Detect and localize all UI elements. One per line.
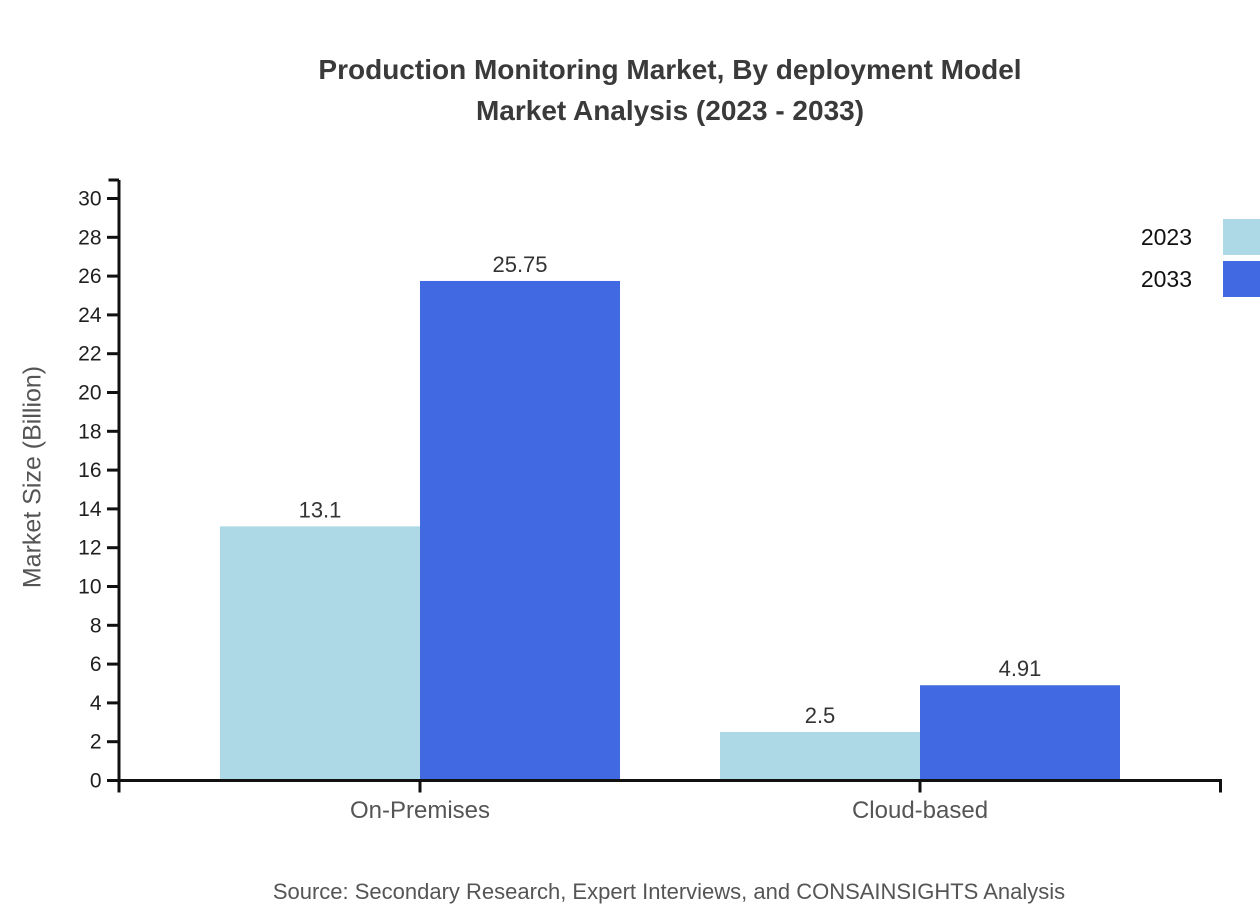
chart-title-line2: Market Analysis (2023 - 2033) — [475, 95, 865, 126]
legend-swatch — [1223, 219, 1260, 255]
bar-2023-On-Premises — [220, 526, 420, 779]
y-tick-label: 20 — [78, 382, 101, 405]
x-category-label: On-Premises — [350, 797, 490, 824]
y-tick-label: 0 — [90, 770, 102, 793]
y-tick-label: 4 — [90, 692, 102, 715]
bar-value-label: 2.5 — [805, 703, 836, 728]
y-tick-label: 14 — [78, 498, 102, 521]
y-axis-title: Market Size (Billion) — [18, 365, 47, 589]
chart-title: Production Monitoring Market, By deploym… — [80, 49, 1260, 131]
y-tick-label: 10 — [78, 576, 101, 599]
y-tick-label: 12 — [78, 537, 101, 560]
legend-row-2033: 2033 — [1040, 261, 1260, 297]
y-tick-label: 26 — [78, 265, 101, 288]
x-category-label: Cloud-based — [852, 797, 988, 824]
legend-row-2023: 2023 — [1040, 219, 1260, 255]
y-tick-label: 18 — [78, 420, 101, 443]
bar-2033-Cloud-based — [920, 685, 1120, 779]
y-tick-label: 30 — [78, 188, 101, 211]
source-note: Source: Secondary Research, Expert Inter… — [272, 879, 1066, 904]
y-tick-label: 6 — [90, 653, 102, 676]
y-tick-label: 28 — [78, 226, 101, 249]
bar-value-label: 13.1 — [299, 497, 342, 522]
legend: 2023 2033 — [1040, 219, 1260, 297]
bar-value-label: 4.91 — [999, 656, 1042, 681]
y-tick-label: 24 — [78, 304, 102, 327]
legend-swatch — [1223, 261, 1260, 297]
bar-value-label: 25.75 — [492, 252, 547, 277]
legend-label: 2023 — [1140, 223, 1192, 250]
legend-label: 2033 — [1140, 265, 1192, 292]
bar-2023-Cloud-based — [720, 732, 920, 779]
chart-title-line1: Production Monitoring Market, By deploym… — [318, 54, 1022, 85]
y-tick-label: 22 — [78, 343, 101, 366]
y-tick-label: 2 — [90, 731, 102, 754]
y-tick-label: 16 — [78, 459, 101, 482]
y-tick-label: 8 — [90, 614, 102, 637]
bar-2033-On-Premises — [420, 280, 620, 779]
